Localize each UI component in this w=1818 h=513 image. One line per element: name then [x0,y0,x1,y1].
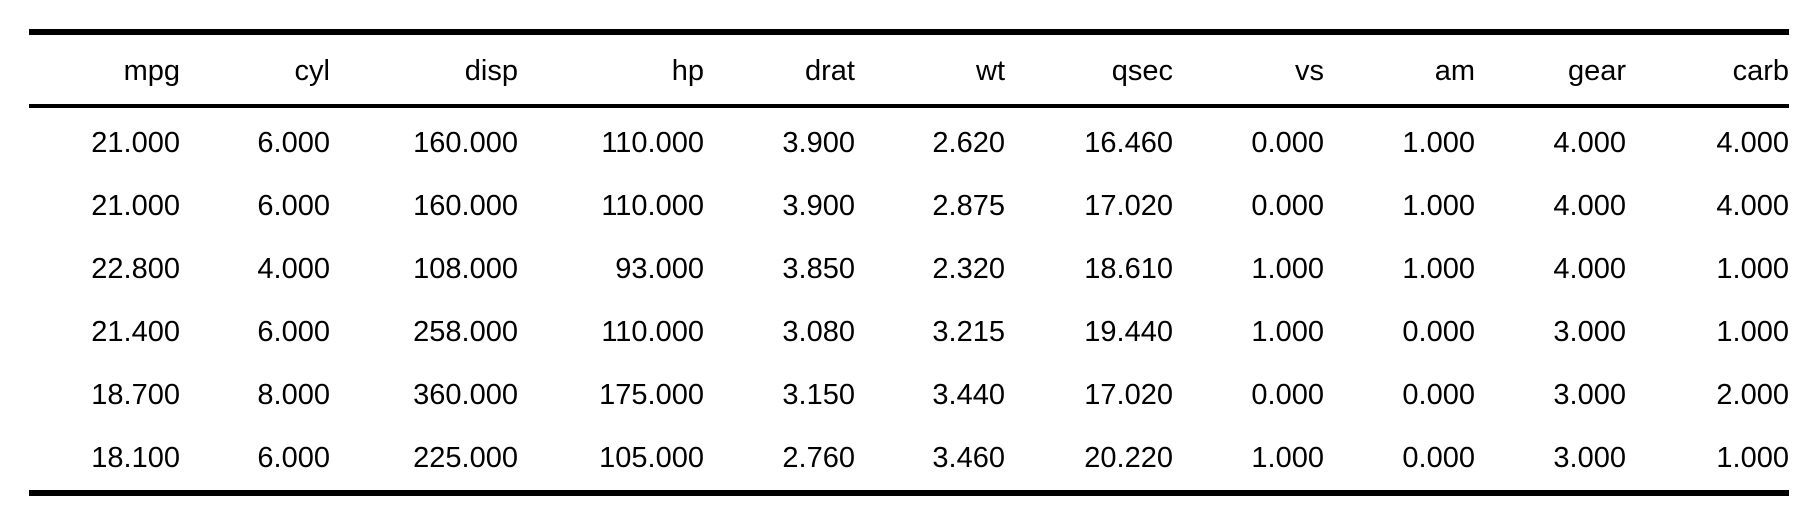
column-header-am: am [1434,55,1475,87]
table-cell: 2.000 [1716,379,1789,411]
table-cell: 0.000 [1251,379,1324,411]
table-cell: 6.000 [257,190,330,222]
table-cell: 1.000 [1716,253,1789,285]
table-cell: 1.000 [1251,442,1324,474]
table-cell: 3.000 [1553,379,1626,411]
table-cell: 18.700 [91,379,180,411]
table-cell: 6.000 [257,316,330,348]
table-cell: 1.000 [1251,316,1324,348]
table-cell: 258.000 [413,316,518,348]
table-cell: 1.000 [1402,127,1475,159]
table-cell: 4.000 [1553,253,1626,285]
table-cell: 225.000 [413,442,518,474]
table-cell: 4.000 [1716,127,1789,159]
table-cell: 110.000 [601,127,704,159]
table-cell: 2.320 [932,253,1005,285]
table-cell: 4.000 [257,253,330,285]
table-cell: 3.460 [932,442,1005,474]
table-cell: 6.000 [257,442,330,474]
table-cell: 160.000 [413,127,518,159]
table-row: 21.000 6.000 160.000 110.000 3.900 2.875… [29,175,1789,238]
table-header: mpg cyl disp hp drat wt qsec vs am gear … [29,32,1789,106]
column-header-hp: hp [671,55,704,87]
column-header-qsec: qsec [1111,55,1173,87]
table-cell: 4.000 [1553,127,1626,159]
column-header-cyl: cyl [294,55,330,87]
table-row: 18.700 8.000 360.000 175.000 3.150 3.440… [29,364,1789,427]
table-cell: 3.150 [782,379,855,411]
table-row: 22.800 4.000 108.000 93.000 3.850 2.320 … [29,238,1789,301]
data-table-container: mpg cyl disp hp drat wt qsec vs am gear … [29,29,1789,496]
table-cell: 18.610 [1084,253,1173,285]
table-cell: 3.215 [932,316,1005,348]
table-cell: 3.850 [782,253,855,285]
table-cell: 3.080 [782,316,855,348]
table-cell: 2.620 [932,127,1005,159]
table-body: 21.000 6.000 160.000 110.000 3.900 2.620… [29,106,1789,493]
table-cell: 2.760 [782,442,855,474]
table-cell: 3.000 [1553,442,1626,474]
table-cell: 160.000 [413,190,518,222]
column-header-gear: gear [1567,55,1626,87]
table-cell: 3.900 [782,190,855,222]
table-row: 18.100 6.000 225.000 105.000 2.760 3.460… [29,427,1789,493]
table-cell: 0.000 [1251,127,1324,159]
table-cell: 0.000 [1402,379,1475,411]
table-cell: 0.000 [1402,442,1475,474]
table-cell: 0.000 [1402,316,1475,348]
table-cell: 1.000 [1251,253,1324,285]
table-cell: 22.800 [91,253,180,285]
table-cell: 110.000 [601,316,704,348]
column-header-mpg: mpg [123,55,180,87]
table-cell: 4.000 [1716,190,1789,222]
table-cell: 6.000 [257,127,330,159]
column-header-disp: disp [464,55,518,87]
table-cell: 17.020 [1084,379,1173,411]
table-cell: 0.000 [1251,190,1324,222]
table-cell: 20.220 [1084,442,1173,474]
table-cell: 3.900 [782,127,855,159]
table-cell: 4.000 [1553,190,1626,222]
column-header-carb: carb [1732,55,1789,87]
table-cell: 105.000 [599,442,704,474]
table-cell: 17.020 [1084,190,1173,222]
table-cell: 21.400 [91,316,180,348]
table-cell: 1.000 [1716,442,1789,474]
data-table: mpg cyl disp hp drat wt qsec vs am gear … [29,29,1789,496]
table-cell: 360.000 [413,379,518,411]
table-cell: 19.440 [1084,316,1173,348]
table-cell: 3.000 [1553,316,1626,348]
table-cell: 21.000 [91,127,180,159]
table-cell: 1.000 [1716,316,1789,348]
table-cell: 110.000 [601,190,704,222]
table-row: 21.400 6.000 258.000 110.000 3.080 3.215… [29,301,1789,364]
header-row: mpg cyl disp hp drat wt qsec vs am gear … [29,32,1789,106]
table-cell: 2.875 [932,190,1005,222]
table-cell: 21.000 [91,190,180,222]
table-row: 21.000 6.000 160.000 110.000 3.900 2.620… [29,106,1789,175]
column-header-wt: wt [976,55,1005,87]
table-cell: 18.100 [91,442,180,474]
table-cell: 93.000 [615,253,704,285]
table-cell: 108.000 [413,253,518,285]
table-cell: 175.000 [599,379,704,411]
table-cell: 16.460 [1084,127,1173,159]
column-header-drat: drat [805,55,855,87]
table-cell: 1.000 [1402,253,1475,285]
table-cell: 1.000 [1402,190,1475,222]
column-header-vs: vs [1295,55,1324,87]
table-cell: 3.440 [932,379,1005,411]
table-cell: 8.000 [257,379,330,411]
